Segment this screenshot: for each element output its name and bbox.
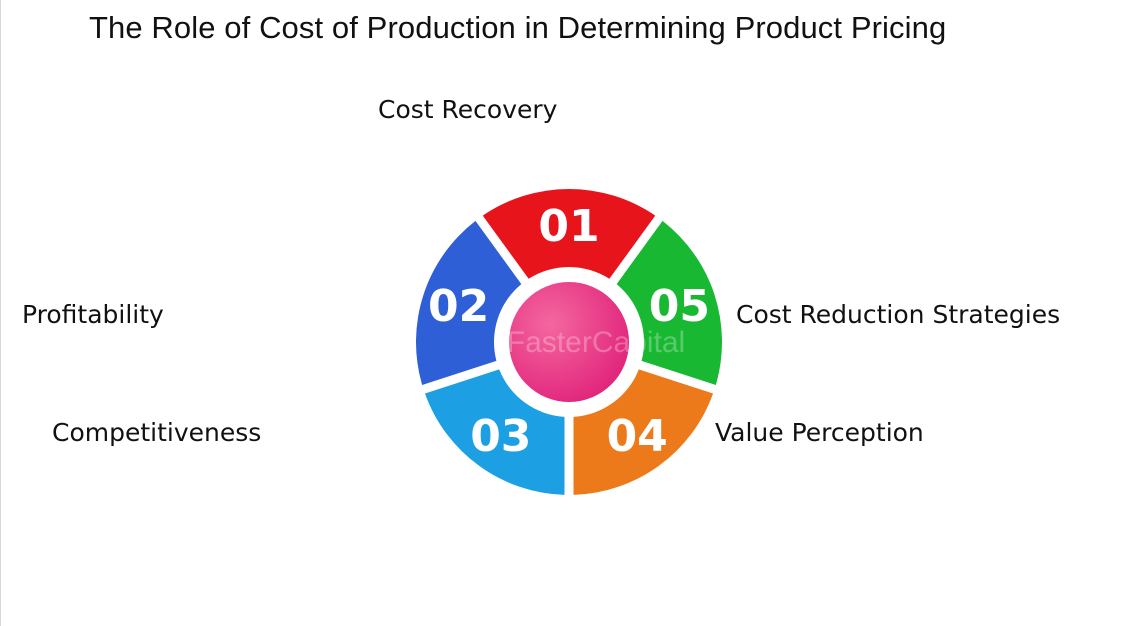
page-border — [0, 0, 1, 626]
watermark-text: FasterCapital — [507, 326, 685, 359]
label-competitiveness: Competitiveness — [52, 418, 262, 447]
segment-numbers: 01 02 03 04 05 — [428, 201, 710, 462]
label-cost-reduction-strategies: Cost Reduction Strategies — [736, 300, 1061, 329]
wheel-segments — [416, 189, 722, 495]
wheel-segment-05 — [616, 220, 722, 385]
page-title: The Role of Cost of Production in Determ… — [89, 10, 947, 45]
segment-number-04: 04 — [607, 411, 668, 462]
center-hub — [509, 282, 629, 402]
wheel-segment-02 — [416, 220, 522, 385]
label-cost-recovery: Cost Recovery — [378, 95, 558, 124]
label-value-perception: Value Perception — [715, 418, 924, 447]
label-profitability: Profitability — [22, 300, 164, 329]
segment-number-01: 01 — [538, 201, 599, 252]
wheel-segment-03 — [424, 369, 565, 495]
wheel-segment-04 — [573, 369, 714, 495]
segment-number-03: 03 — [470, 411, 531, 462]
wheel-segment-01 — [482, 189, 656, 279]
segment-number-02: 02 — [428, 281, 489, 332]
segment-number-05: 05 — [649, 281, 710, 332]
